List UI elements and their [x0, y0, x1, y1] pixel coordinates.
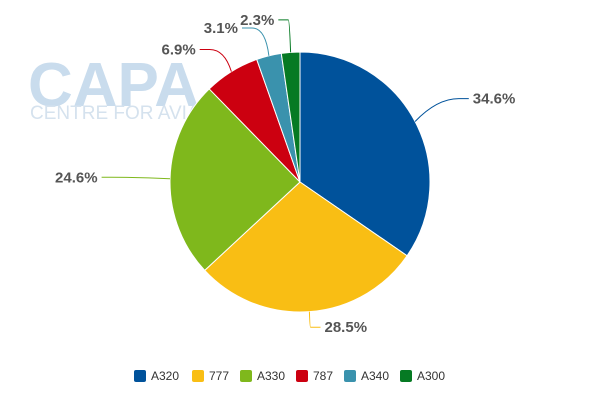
data-label-777: 28.5%: [325, 319, 368, 336]
legend-swatch: [400, 370, 412, 382]
legend-swatch: [296, 370, 308, 382]
data-label-a330: 24.6%: [55, 169, 98, 186]
leader-line-a300: [278, 19, 292, 53]
leader-line-777: [308, 311, 321, 328]
legend-label: A330: [257, 369, 285, 383]
pie-slice-a300: [280, 51, 301, 183]
legend-label: 777: [209, 369, 229, 383]
leader-line-a320: [414, 98, 469, 122]
pie-slices: [169, 51, 431, 313]
legend: A320 777 A330 787 A340 A300: [134, 369, 445, 383]
legend-item-787[interactable]: 787: [296, 369, 333, 383]
legend-label: A300: [417, 369, 445, 383]
data-label-a320: 34.6%: [473, 91, 516, 108]
legend-label: 787: [313, 369, 333, 383]
data-label-a340: 3.1%: [204, 20, 238, 37]
data-labels: 34.6% 28.5% 24.6% 6.9% 3.1% 2.3%: [55, 12, 515, 336]
legend-item-a320[interactable]: A320: [134, 369, 179, 383]
leader-line-a340: [242, 27, 270, 56]
legend-item-a330[interactable]: A330: [240, 369, 285, 383]
legend-label: A320: [151, 369, 179, 383]
legend-label: A340: [361, 369, 389, 383]
legend-item-a300[interactable]: A300: [400, 369, 445, 383]
pie-slice-777: [203, 181, 408, 313]
legend-item-777[interactable]: 777: [192, 369, 229, 383]
pie-slice-a330: [169, 88, 301, 272]
leader-line-a330: [101, 176, 171, 180]
legend-swatch: [344, 370, 356, 382]
leader-line-787: [199, 49, 232, 72]
legend-swatch: [134, 370, 146, 382]
data-label-a300: 2.3%: [240, 12, 274, 29]
watermark-logo: CAPA: [28, 51, 199, 120]
legend-item-a340[interactable]: A340: [344, 369, 389, 383]
leader-lines: [101, 19, 469, 328]
legend-swatch: [240, 370, 252, 382]
legend-swatch: [192, 370, 204, 382]
pie-slice-a320: [299, 51, 431, 257]
data-label-787: 6.9%: [161, 42, 195, 59]
